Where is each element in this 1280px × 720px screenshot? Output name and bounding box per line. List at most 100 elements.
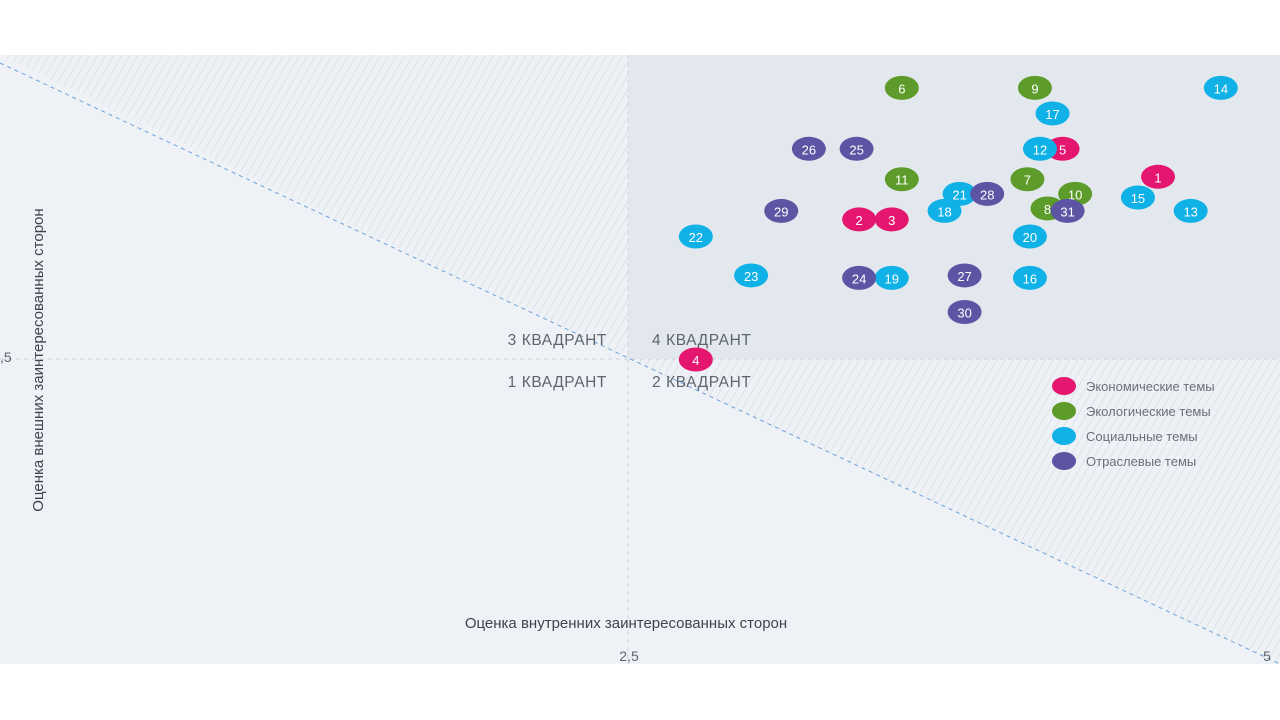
point-marker-27 bbox=[947, 263, 982, 288]
quadrant-2-label: 2 КВАДРАНТ bbox=[652, 374, 751, 391]
data-point-6: 6 bbox=[884, 75, 919, 100]
point-marker-22 bbox=[678, 224, 713, 249]
x-axis-title: Оценка внутренних заинтересованных сторо… bbox=[465, 615, 787, 632]
point-label-19: 19 bbox=[885, 271, 899, 286]
point-marker-6 bbox=[884, 75, 919, 100]
data-point-11: 11 bbox=[884, 167, 919, 192]
legend-item-2: Социальные темы bbox=[1052, 427, 1198, 445]
point-label-11: 11 bbox=[895, 173, 909, 188]
point-marker-15 bbox=[1120, 185, 1155, 210]
diagonal-line bbox=[0, 62, 1280, 665]
point-label-5: 5 bbox=[1059, 142, 1066, 157]
point-marker-21 bbox=[942, 181, 977, 206]
point-label-20: 20 bbox=[1023, 230, 1037, 245]
point-marker-28 bbox=[970, 181, 1005, 206]
data-point-17: 17 bbox=[1035, 101, 1070, 126]
point-marker-29 bbox=[764, 198, 799, 223]
data-point-16: 16 bbox=[1012, 265, 1047, 290]
data-point-3: 3 bbox=[874, 207, 909, 232]
data-point-1: 1 bbox=[1141, 164, 1176, 189]
point-marker-7 bbox=[1010, 167, 1045, 192]
point-label-28: 28 bbox=[980, 187, 994, 202]
point-label-30: 30 bbox=[957, 305, 971, 320]
point-label-14: 14 bbox=[1214, 81, 1228, 96]
data-point-30: 30 bbox=[947, 299, 982, 324]
data-point-14: 14 bbox=[1203, 75, 1238, 100]
data-point-26: 26 bbox=[791, 136, 826, 161]
point-marker-2 bbox=[842, 207, 877, 232]
point-label-27: 27 bbox=[957, 269, 971, 284]
point-label-15: 15 bbox=[1131, 191, 1145, 206]
point-marker-17 bbox=[1035, 101, 1070, 126]
y-axis-title: Оценка внешних заинтересованных сторон bbox=[30, 208, 47, 511]
legend-marker-3 bbox=[1052, 452, 1076, 470]
quadrant-1-label: 1 КВАДРАНТ bbox=[508, 374, 607, 391]
point-marker-9 bbox=[1017, 75, 1052, 100]
data-point-20: 20 bbox=[1012, 224, 1047, 249]
data-point-12: 12 bbox=[1022, 136, 1057, 161]
legend-item-3: Отраслевые темы bbox=[1052, 452, 1196, 470]
point-label-1: 1 bbox=[1154, 170, 1161, 185]
point-label-17: 17 bbox=[1045, 107, 1059, 122]
point-label-23: 23 bbox=[744, 269, 758, 284]
data-point-4: 4 bbox=[678, 347, 713, 372]
data-point-19: 19 bbox=[874, 265, 909, 290]
data-point-24: 24 bbox=[842, 265, 877, 290]
point-marker-19 bbox=[874, 265, 909, 290]
data-point-2: 2 bbox=[842, 207, 877, 232]
legend-item-1: Экологические темы bbox=[1052, 402, 1211, 420]
point-marker-13 bbox=[1173, 198, 1208, 223]
quadrant-3-label: 3 КВАДРАНТ bbox=[508, 332, 607, 349]
point-label-29: 29 bbox=[774, 204, 788, 219]
data-point-28: 28 bbox=[970, 181, 1005, 206]
x-tick-max: 5 bbox=[1263, 648, 1271, 664]
point-marker-26 bbox=[791, 136, 826, 161]
y-tick-mid: ,5 bbox=[0, 349, 12, 365]
point-marker-12 bbox=[1022, 136, 1057, 161]
legend-marker-2 bbox=[1052, 427, 1076, 445]
point-label-24: 24 bbox=[852, 271, 866, 286]
data-point-15: 15 bbox=[1120, 185, 1155, 210]
point-label-31: 31 bbox=[1060, 204, 1074, 219]
data-point-25: 25 bbox=[839, 136, 874, 161]
point-marker-24 bbox=[842, 265, 877, 290]
x-tick-mid: 2,5 bbox=[619, 648, 639, 664]
point-label-10: 10 bbox=[1068, 187, 1082, 202]
legend-marker-0 bbox=[1052, 377, 1076, 395]
point-label-6: 6 bbox=[898, 81, 905, 96]
point-marker-1 bbox=[1141, 164, 1176, 189]
point-label-16: 16 bbox=[1023, 271, 1037, 286]
point-label-9: 9 bbox=[1031, 81, 1038, 96]
point-marker-31 bbox=[1050, 198, 1085, 223]
point-label-13: 13 bbox=[1183, 204, 1197, 219]
data-point-31: 31 bbox=[1050, 198, 1085, 223]
legend-label-0: Экономические темы bbox=[1086, 379, 1215, 394]
point-label-25: 25 bbox=[849, 142, 863, 157]
point-label-2: 2 bbox=[855, 213, 862, 228]
point-marker-30 bbox=[947, 299, 982, 324]
point-label-22: 22 bbox=[689, 230, 703, 245]
point-label-4: 4 bbox=[692, 353, 699, 368]
point-marker-20 bbox=[1012, 224, 1047, 249]
point-marker-3 bbox=[874, 207, 909, 232]
point-label-26: 26 bbox=[802, 142, 816, 157]
point-label-12: 12 bbox=[1033, 142, 1047, 157]
point-label-3: 3 bbox=[888, 213, 895, 228]
point-marker-4 bbox=[678, 347, 713, 372]
point-marker-23 bbox=[734, 263, 769, 288]
data-point-27: 27 bbox=[947, 263, 982, 288]
point-marker-14 bbox=[1203, 75, 1238, 100]
data-point-21: 21 bbox=[942, 181, 977, 206]
hatched-band-upper bbox=[0, 55, 628, 359]
legend-item-0: Экономические темы bbox=[1052, 377, 1215, 395]
legend-label-3: Отраслевые темы bbox=[1086, 454, 1196, 469]
point-label-7: 7 bbox=[1024, 173, 1031, 188]
point-label-8: 8 bbox=[1044, 202, 1051, 217]
point-marker-25 bbox=[839, 136, 874, 161]
point-label-18: 18 bbox=[937, 204, 951, 219]
legend: Экономические темы Экологические темы Соци… bbox=[1052, 377, 1215, 470]
point-label-21: 21 bbox=[952, 187, 966, 202]
data-point-23: 23 bbox=[734, 263, 769, 288]
